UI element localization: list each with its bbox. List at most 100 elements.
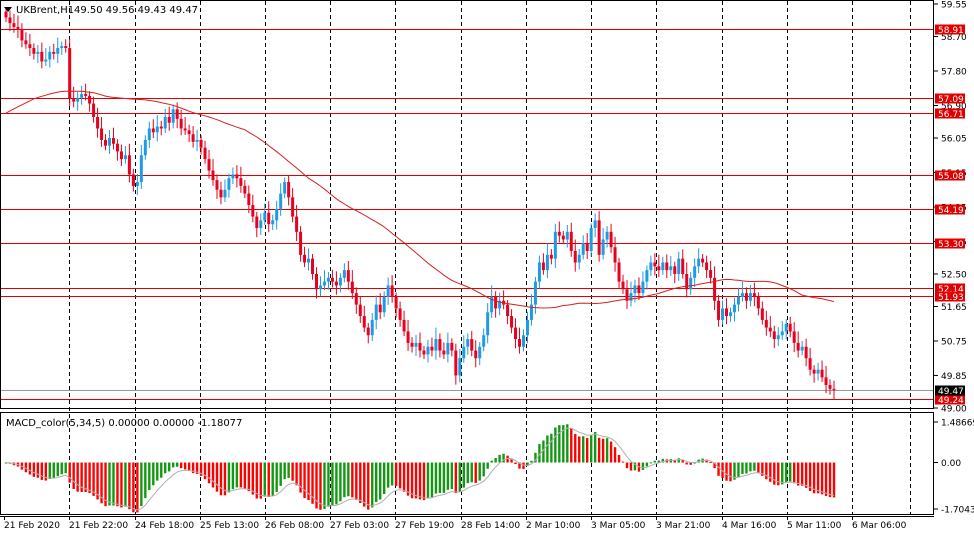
- candle-bear: [358, 304, 362, 317]
- macd-bar: [641, 462, 645, 470]
- macd-bar: [255, 462, 258, 499]
- macd-bar: [812, 462, 816, 494]
- macd-bar: [84, 462, 87, 493]
- macd-bar: [402, 462, 406, 492]
- macd-bar: [510, 459, 513, 463]
- macd-bar: [267, 462, 270, 497]
- candle-bull: [307, 258, 311, 263]
- macd-bar: [534, 452, 537, 463]
- macd-bar: [319, 462, 322, 510]
- candle-bear: [764, 319, 768, 328]
- macd-bar: [486, 462, 489, 469]
- level-price-label: 53.30: [938, 240, 964, 250]
- level-price-tag: [935, 394, 965, 405]
- price-tick-label: 58.70: [941, 33, 967, 43]
- candle-bull: [48, 51, 52, 60]
- macd-bar: [418, 462, 422, 500]
- candle-bear: [792, 331, 796, 343]
- price-tick-label: 57.80: [941, 68, 967, 78]
- candle-bear: [609, 231, 613, 248]
- macd-bar: [32, 462, 36, 477]
- candle-bear: [251, 205, 255, 217]
- price-level-labels: 58.91 57.09 56.71 55.08 54.19 53.30 52.1451.93…: [935, 24, 965, 406]
- candle-bear: [207, 159, 211, 171]
- macd-bar: [792, 462, 796, 484]
- macd-bar: [589, 434, 593, 463]
- macd-bar: [689, 462, 692, 465]
- candle-bear: [311, 258, 315, 274]
- candle-bull: [641, 281, 645, 294]
- candle-bull: [318, 285, 322, 290]
- candle-bull: [147, 128, 151, 140]
- macd-bar: [36, 462, 40, 478]
- macd-bar: [733, 462, 736, 480]
- current-price-tag: [935, 385, 965, 396]
- macd-bar: [570, 428, 573, 463]
- candle-bull: [231, 174, 235, 179]
- price-tick-label: 56.90: [941, 102, 967, 112]
- macd-bar: [442, 462, 446, 493]
- macd-bar: [327, 462, 330, 507]
- macd-bar: [382, 462, 386, 495]
- macd-bar: [331, 462, 334, 506]
- candle-bear: [191, 134, 195, 142]
- candle-bear: [243, 185, 247, 194]
- candle-bull: [732, 304, 736, 313]
- candle-bear: [40, 51, 44, 62]
- time-tick-label: 6 Mar 06:00: [852, 521, 907, 531]
- macd-bar: [454, 462, 458, 494]
- candle-bull: [338, 277, 342, 286]
- macd-bar: [195, 462, 199, 474]
- macd-bar: [211, 462, 215, 488]
- macd-bar: [132, 462, 135, 513]
- macd-bar: [633, 462, 637, 471]
- price-tick-label: 51.65: [941, 303, 967, 313]
- macd-bar: [116, 462, 119, 507]
- macd-bar: [490, 460, 493, 463]
- triangle-down-icon[interactable]: [4, 7, 12, 12]
- candle-bull: [669, 266, 673, 271]
- macd-bar: [60, 462, 63, 475]
- candle-bear: [151, 128, 155, 133]
- candle-bear: [717, 300, 721, 320]
- macd-bar: [92, 462, 95, 496]
- macd-bar: [522, 462, 525, 469]
- macd-bar: [175, 462, 179, 467]
- time-tick-label: 2 Mar 10:00: [526, 521, 581, 531]
- macd-bar: [303, 462, 306, 499]
- candle-bear: [454, 350, 458, 376]
- macd-bar: [530, 460, 533, 463]
- macd-bar: [371, 462, 374, 508]
- candle-bear: [287, 182, 291, 198]
- macd-bar: [136, 462, 139, 513]
- candle-bull: [677, 258, 681, 274]
- macd-bar: [323, 462, 326, 509]
- candle-bull: [633, 285, 637, 294]
- time-axis: 21 Feb 2020 21 Feb 22:00 24 Feb 18:00 25 Fe…: [4, 516, 907, 531]
- macd-bar: [769, 462, 772, 482]
- macd-bar: [426, 462, 430, 499]
- macd-bar: [705, 459, 708, 463]
- macd-bar: [653, 460, 657, 463]
- level-price-label: 51.93: [938, 293, 964, 303]
- candle-bull: [80, 93, 84, 98]
- macd-bar: [295, 462, 298, 486]
- candle-bull: [382, 296, 386, 313]
- macd-bar: [765, 462, 768, 480]
- macd-bar: [231, 462, 235, 490]
- candle-bull: [729, 312, 732, 317]
- price-tick-label: 49.85: [941, 372, 967, 382]
- macd-bar: [474, 462, 477, 483]
- candle-bear: [239, 178, 243, 186]
- macd-bar: [183, 462, 187, 470]
- macd-bar: [414, 462, 418, 499]
- macd-bar: [56, 462, 59, 477]
- time-tick-label: 5 Mar 11:00: [787, 521, 842, 531]
- candle-bull: [227, 178, 231, 190]
- level-price-label: 49.24: [938, 396, 964, 406]
- candle-bear: [514, 327, 518, 340]
- macd-bar: [613, 447, 617, 463]
- candle-bull: [748, 293, 752, 301]
- candle-bear: [131, 174, 135, 186]
